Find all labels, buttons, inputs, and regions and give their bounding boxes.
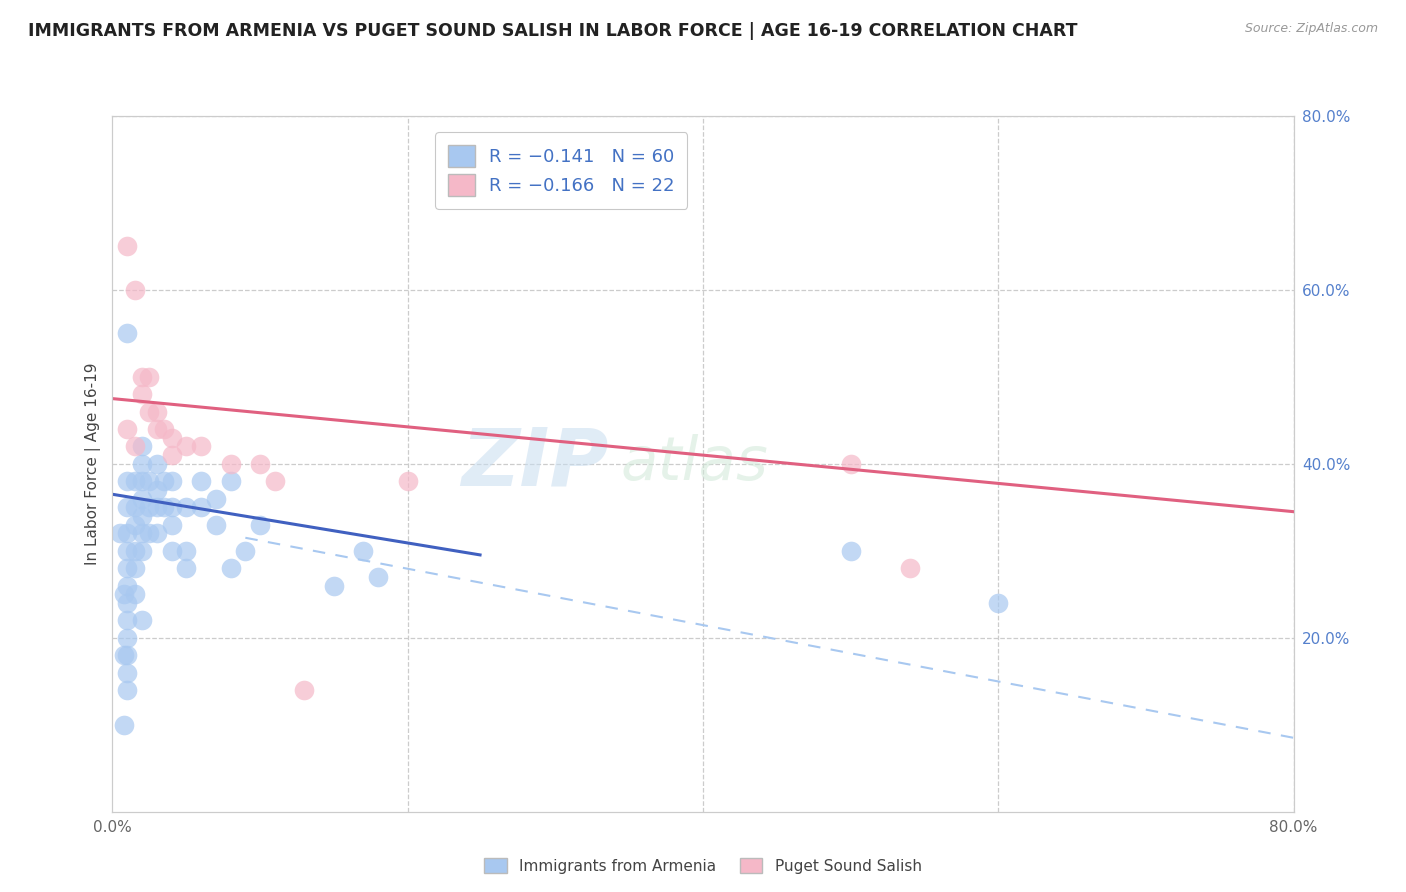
Point [839,457,862,471]
Point [138,474,160,488]
Point [174,543,197,558]
Point [160,517,183,532]
Point [249,517,271,532]
Point [160,543,183,558]
Point [153,474,176,488]
Point [124,561,146,575]
Point [117,683,138,698]
Point [117,526,138,541]
Point [124,517,146,532]
Point [117,631,138,645]
Point [352,543,374,558]
Point [160,500,183,515]
Point [839,543,862,558]
Point [898,561,921,575]
Point [131,457,153,471]
Point [174,561,197,575]
Point [146,500,169,515]
Point [153,422,176,436]
Point [190,440,212,454]
Point [146,483,169,497]
Point [367,570,389,584]
Point [112,587,135,601]
Point [131,474,153,488]
Point [153,500,176,515]
Point [131,491,153,506]
Point [124,440,146,454]
Point [160,448,183,462]
Point [117,239,138,253]
Legend: R = −0.141   N = 60, R = −0.166   N = 22: R = −0.141 N = 60, R = −0.166 N = 22 [434,132,688,209]
Point [117,665,138,680]
Point [138,500,160,515]
Point [117,474,138,488]
Text: Source: ZipAtlas.com: Source: ZipAtlas.com [1244,22,1378,36]
Point [249,457,271,471]
Legend: Immigrants from Armenia, Puget Sound Salish: Immigrants from Armenia, Puget Sound Sal… [478,852,928,880]
Point [131,614,153,628]
Point [219,457,242,471]
Point [146,422,169,436]
Point [146,457,169,471]
Point [124,543,146,558]
Point [219,474,242,488]
Text: IMMIGRANTS FROM ARMENIA VS PUGET SOUND SALISH IN LABOR FORCE | AGE 16-19 CORRELA: IMMIGRANTS FROM ARMENIA VS PUGET SOUND S… [28,22,1077,40]
Point [138,369,160,384]
Point [131,440,153,454]
Point [174,500,197,515]
Point [117,648,138,662]
Point [117,578,138,592]
Point [108,526,131,541]
Point [131,543,153,558]
Text: ZIP: ZIP [461,425,609,503]
Point [146,405,169,419]
Point [117,422,138,436]
Text: atlas: atlas [620,434,768,493]
Point [124,474,146,488]
Point [219,561,242,575]
Point [112,717,135,731]
Point [117,500,138,515]
Point [323,578,346,592]
Point [190,474,212,488]
Point [138,405,160,419]
Point [160,474,183,488]
Point [117,614,138,628]
Point [396,474,419,488]
Point [117,561,138,575]
Point [131,369,153,384]
Point [987,596,1010,610]
Point [117,543,138,558]
Point [117,596,138,610]
Point [190,500,212,515]
Point [112,648,135,662]
Point [124,283,146,297]
Point [124,587,146,601]
Y-axis label: In Labor Force | Age 16-19: In Labor Force | Age 16-19 [86,362,101,566]
Point [205,491,228,506]
Point [131,508,153,523]
Point [205,517,228,532]
Point [131,387,153,401]
Point [146,526,169,541]
Point [124,500,146,515]
Point [264,474,287,488]
Point [292,683,315,698]
Point [117,326,138,341]
Point [138,526,160,541]
Point [174,440,197,454]
Point [233,543,256,558]
Point [160,431,183,445]
Point [131,526,153,541]
